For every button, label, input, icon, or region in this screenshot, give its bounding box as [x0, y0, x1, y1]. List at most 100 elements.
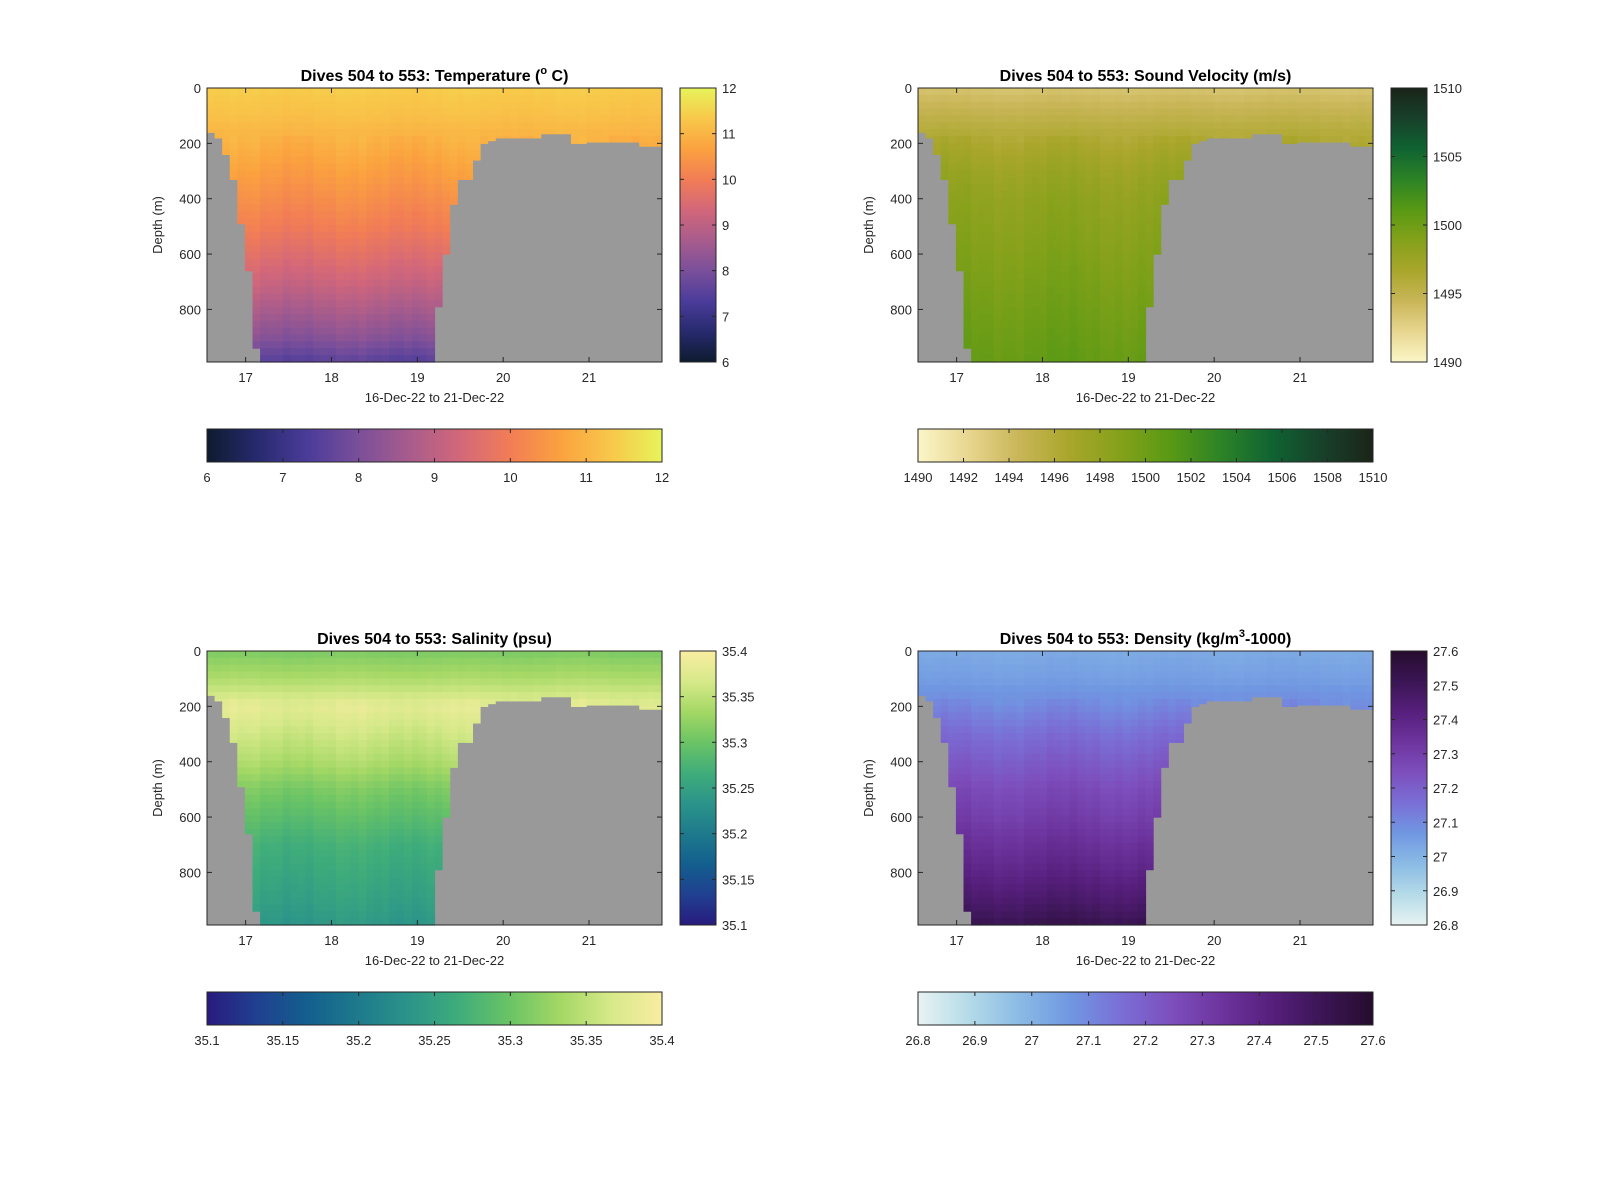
heatmap-cell	[366, 767, 375, 775]
heatmap-cell	[260, 822, 269, 830]
heatmap-cell	[955, 740, 965, 748]
heatmap-cell	[335, 177, 345, 185]
heatmap-cell	[434, 252, 443, 260]
heatmap-cell	[993, 829, 1003, 837]
heatmap-cell	[1069, 883, 1078, 892]
heatmap-cell	[434, 774, 443, 782]
heatmap-cell	[343, 225, 352, 233]
heatmap-cell	[373, 231, 383, 240]
heatmap-cell	[207, 664, 216, 673]
heatmap-cell	[1198, 115, 1207, 123]
axes-frame	[206, 87, 663, 363]
heatmap-cell	[267, 142, 276, 151]
heatmap-cell	[426, 740, 436, 748]
heatmap-cell	[419, 238, 428, 247]
heatmap-cell	[971, 808, 980, 816]
heatmap-cell	[305, 231, 314, 240]
heatmap-cell	[320, 238, 329, 247]
heatmap-cell	[1145, 190, 1154, 199]
heatmap-cell	[971, 719, 980, 727]
heatmap-cell	[1107, 279, 1116, 288]
heatmap-cell	[381, 286, 390, 295]
heatmap-cell	[320, 877, 329, 885]
heatmap-cell	[260, 911, 269, 919]
heatmap-cell	[1077, 170, 1086, 178]
heatmap-cell	[366, 822, 375, 830]
heatmap-cell	[616, 101, 625, 110]
heatmap-cell	[1304, 129, 1313, 137]
heatmap-cell	[366, 320, 375, 329]
heatmap-cell	[335, 815, 345, 823]
heatmap-cell	[396, 156, 405, 164]
heatmap-cell	[971, 211, 980, 219]
heatmap-cell	[1009, 808, 1018, 816]
heatmap-cell	[639, 115, 648, 123]
heatmap-cell	[1009, 293, 1018, 301]
heatmap-cell	[411, 314, 420, 322]
heatmap-cell	[320, 88, 329, 96]
heatmap-cell	[426, 314, 436, 322]
heatmap-cell	[963, 320, 972, 329]
heatmap-cell	[517, 657, 527, 666]
heatmap-cell	[282, 177, 292, 185]
heatmap-cell	[1092, 135, 1101, 144]
heatmap-cell	[1137, 266, 1147, 274]
heatmap-cell	[320, 279, 329, 288]
heatmap-cell	[1100, 115, 1109, 123]
heatmap-cell	[313, 272, 322, 281]
heatmap-cell	[963, 327, 972, 336]
heatmap-cell	[955, 685, 965, 693]
heatmap-cell	[366, 197, 375, 206]
heatmap-cell	[305, 115, 314, 123]
heatmap-cell	[328, 88, 337, 96]
heatmap-cell	[1107, 300, 1116, 308]
heatmap-cell	[971, 334, 980, 343]
heatmap-cell	[267, 320, 276, 329]
heatmap-cell	[396, 293, 405, 301]
heatmap-cell	[366, 231, 375, 240]
heatmap-cell	[313, 753, 322, 762]
heatmap-cell	[1009, 101, 1018, 110]
heatmap-cell	[411, 272, 420, 281]
heatmap-cell	[540, 129, 549, 135]
heatmap-cell	[267, 293, 276, 301]
heatmap-cell	[373, 877, 383, 885]
heatmap-cell	[267, 842, 276, 851]
heatmap-cell	[252, 238, 261, 247]
heatmap-cell	[1115, 334, 1124, 343]
heatmap-cell	[1115, 129, 1124, 137]
heatmap-cell	[434, 760, 443, 769]
heatmap-cell	[343, 918, 352, 926]
heatmap-cell	[335, 678, 345, 686]
heatmap-cell	[373, 904, 383, 912]
heatmap-cell	[426, 163, 436, 171]
heatmap-cell	[442, 183, 451, 192]
heatmap-cell	[320, 911, 329, 919]
heatmap-cell	[993, 163, 1003, 171]
heatmap-cell	[1016, 266, 1025, 274]
heatmap-cell	[419, 753, 428, 762]
heatmap-cell	[404, 94, 413, 103]
heatmap-cell	[252, 897, 261, 906]
heatmap-cell	[940, 149, 949, 158]
heatmap-cell	[1024, 911, 1033, 919]
heatmap-cell	[1009, 794, 1018, 803]
heatmap-cell	[533, 94, 542, 103]
heatmap-cell	[290, 327, 299, 336]
heatmap-cell	[237, 651, 246, 659]
heatmap-cell	[1206, 94, 1215, 103]
heatmap-cell	[1084, 279, 1094, 288]
heatmap-cell	[971, 218, 980, 226]
heatmap-cell	[328, 314, 337, 322]
heatmap-cell	[1016, 781, 1025, 789]
heatmap-cell	[1137, 334, 1147, 343]
heatmap-cell	[396, 334, 405, 343]
heatmap-cell	[1153, 218, 1162, 226]
heatmap-cell	[925, 685, 934, 693]
heatmap-cell	[366, 829, 375, 837]
heatmap-cell	[351, 767, 360, 775]
heatmap-cell	[298, 218, 307, 226]
heatmap-cell	[1009, 108, 1018, 116]
heatmap-cell	[971, 904, 980, 912]
heatmap-cell	[1115, 293, 1124, 301]
